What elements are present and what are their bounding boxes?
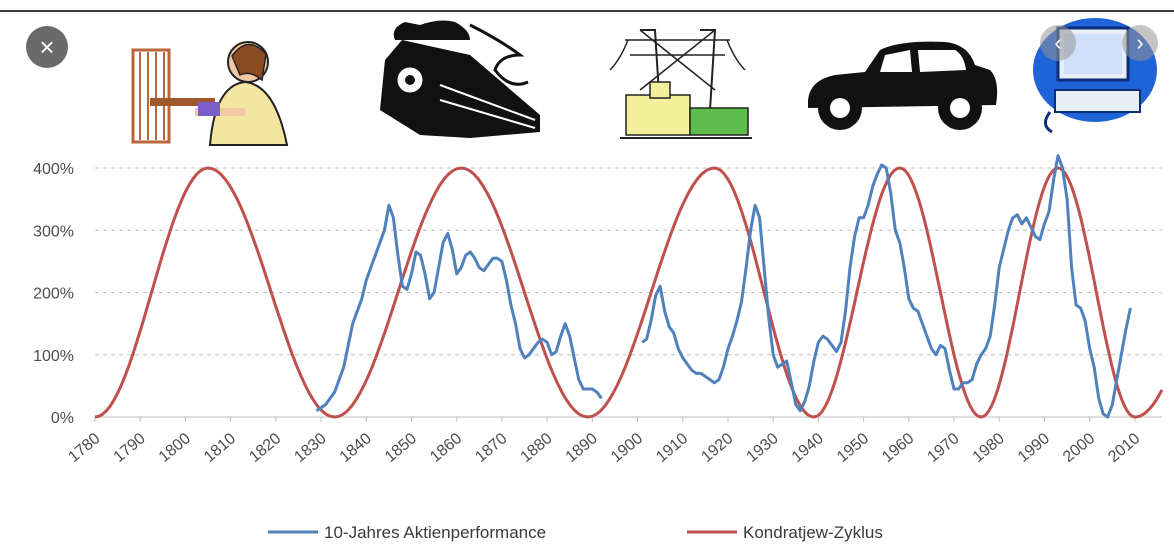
x-tick-label: 1880: [517, 430, 555, 466]
x-tick-label: 1830: [291, 430, 329, 466]
x-tick-label: 2010: [1105, 430, 1143, 466]
close-icon: ×: [39, 32, 55, 62]
x-tick-label: 2000: [1060, 430, 1098, 466]
x-tick-label: 1980: [970, 430, 1008, 466]
x-tick-label: 1860: [427, 430, 465, 466]
y-tick-label: 400%: [33, 161, 74, 178]
performance-series-line: [315, 154, 1132, 419]
top-divider: [0, 10, 1174, 12]
loom-weaver-icon: [131, 41, 289, 146]
x-tick-label: 1990: [1015, 430, 1053, 466]
chevron-right-icon: ›: [1136, 30, 1144, 55]
automobile-icon: [808, 41, 998, 130]
x-tick-label: 1930: [744, 430, 782, 466]
x-tick-label: 1850: [382, 430, 420, 466]
x-tick-label: 1810: [201, 430, 239, 466]
legend-label-performance: 10-Jahres Aktienperformance: [324, 523, 546, 542]
legend: 10-Jahres Aktienperformance Kondratjew-Z…: [268, 523, 883, 542]
x-tick-label: 1960: [879, 430, 917, 466]
x-tick-label: 1890: [563, 430, 601, 466]
power-plant-icon: [609, 29, 752, 139]
x-tick-label: 1940: [789, 430, 827, 466]
close-button[interactable]: ×: [26, 26, 68, 68]
x-tick-label: 1840: [337, 430, 375, 466]
y-tick-label: 300%: [33, 223, 74, 240]
y-axis-ticks: 0% 100% 200% 300% 400%: [33, 161, 74, 427]
y-tick-label: 0%: [51, 410, 74, 427]
x-axis-ticks: 1780 1790 1800 1810 1820 1830 1840 1850 1860 1870…: [65, 417, 1144, 466]
x-tick-label: 1820: [246, 430, 284, 466]
legend-label-kondratiev: Kondratjew-Zyklus: [743, 523, 883, 542]
x-tick-label: 1780: [65, 430, 103, 466]
x-tick-label: 1970: [924, 430, 962, 466]
kondratiev-series-line: [94, 166, 1164, 419]
x-tick-label: 1950: [834, 430, 872, 466]
x-tick-label: 1870: [472, 430, 510, 466]
y-tick-label: 200%: [33, 286, 74, 303]
next-image-button[interactable]: ›: [1122, 25, 1158, 61]
x-tick-label: 1900: [608, 430, 646, 466]
y-tick-label: 100%: [33, 348, 74, 365]
x-tick-label: 1910: [653, 430, 691, 466]
chevron-left-icon: ‹: [1054, 30, 1062, 55]
x-tick-label: 1790: [111, 430, 149, 466]
steam-locomotive-icon: [380, 20, 540, 138]
previous-image-button[interactable]: ‹: [1040, 25, 1076, 61]
x-tick-label: 1920: [698, 430, 736, 466]
x-tick-label: 1800: [156, 430, 194, 466]
